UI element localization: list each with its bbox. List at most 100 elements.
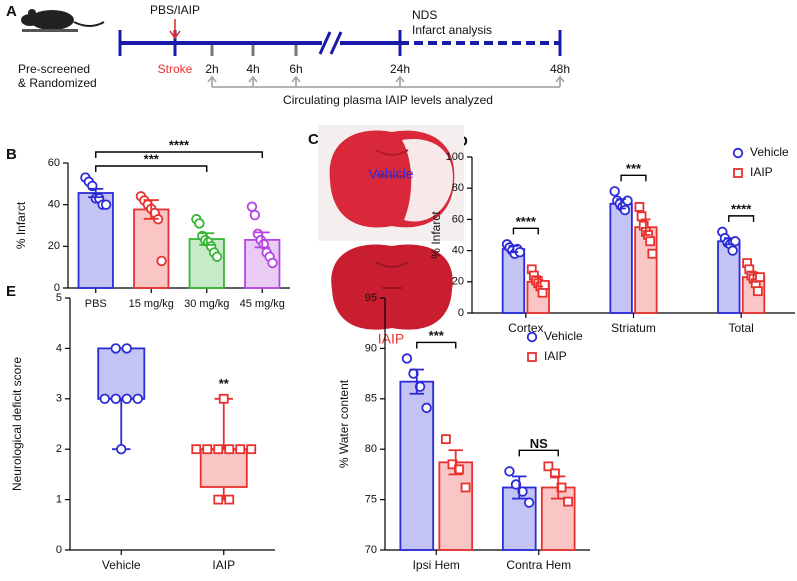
- bar: [609, 202, 633, 314]
- plasma-arrows: [207, 75, 565, 87]
- data-point: [213, 494, 224, 505]
- significance-bracket: [518, 449, 559, 457]
- data-point: [202, 444, 213, 455]
- y-tick-label: 85: [365, 393, 377, 405]
- x-tick-label: 15 mg/kg: [129, 298, 174, 310]
- data-point: [645, 236, 656, 247]
- data-point: [414, 381, 426, 392]
- y-tick-label: 90: [365, 342, 377, 354]
- data-point: [727, 245, 738, 256]
- significance-bracket: [620, 174, 647, 182]
- x-tick-label: Contra Hem: [506, 558, 571, 572]
- time-label: 24h: [390, 62, 410, 76]
- y-tick-label: 1: [56, 494, 62, 506]
- x-tick-label: Cortex: [508, 321, 543, 335]
- data-point: [246, 444, 257, 455]
- significance-label: ***: [429, 328, 445, 343]
- y-tick-label: 60: [452, 213, 464, 225]
- infarct-area: [402, 139, 454, 222]
- data-point: [100, 199, 112, 210]
- data-point: [401, 353, 413, 364]
- data-point: [246, 201, 258, 212]
- event-label: Stroke: [158, 62, 193, 76]
- legend-marker: [733, 168, 743, 178]
- time-label: 6h: [289, 62, 302, 76]
- data-point: [218, 393, 229, 404]
- data-point: [539, 280, 550, 290]
- time-label: 4h: [246, 62, 259, 76]
- y-tick-label: 0: [56, 544, 62, 556]
- data-point: [110, 343, 121, 354]
- outcome-label: Infarct analysis: [412, 23, 492, 37]
- subject-label: & Randomized: [18, 76, 97, 90]
- brain-detail: [375, 261, 409, 289]
- data-point: [116, 444, 127, 455]
- data-point: [752, 286, 763, 297]
- bar: [133, 208, 170, 289]
- significance-bracket: [416, 341, 457, 349]
- data-point: [634, 202, 645, 212]
- x-tick-label: Total: [728, 321, 753, 335]
- y-tick-label: 0: [458, 307, 464, 319]
- legend-label: Vehicle: [544, 329, 583, 343]
- x-tick-label: 30 mg/kg: [184, 298, 229, 310]
- data-point: [191, 444, 202, 455]
- data-point: [224, 494, 235, 505]
- time-label: 2h: [205, 62, 218, 76]
- y-tick-label: 3: [56, 393, 62, 405]
- y-tick-label: 20: [48, 240, 60, 252]
- data-point: [517, 486, 528, 497]
- y-tick-label: 95: [365, 292, 377, 304]
- x-tick-label: Vehicle: [102, 558, 141, 572]
- panel-label: C: [308, 131, 319, 148]
- significance-label: ***: [144, 151, 160, 166]
- data-point: [755, 272, 765, 283]
- data-point: [132, 393, 143, 405]
- significance-bracket: [728, 215, 755, 222]
- data-point: [460, 482, 471, 493]
- legend-label: IAIP: [750, 165, 773, 179]
- panel-label: E: [6, 283, 16, 300]
- data-point: [224, 444, 235, 455]
- significance-label: ****: [731, 201, 752, 216]
- y-axis-label: % Infarct: [429, 211, 443, 259]
- timeline: Pre-screened & Randomized PBS/IAIP Strok…: [18, 3, 570, 107]
- y-tick-label: 75: [365, 494, 377, 506]
- time-label: 48h: [550, 62, 570, 76]
- legend-label: Vehicle: [750, 145, 789, 159]
- data-point: [543, 461, 554, 472]
- significance-label: ****: [516, 214, 537, 229]
- significance-label: ***: [626, 161, 642, 176]
- treatment-arrowhead: [169, 30, 181, 40]
- significance-bracket: [95, 151, 263, 158]
- data-point: [156, 255, 167, 267]
- y-axis-label: % Water content: [337, 379, 351, 468]
- x-tick-label: Ipsi Hem: [413, 558, 460, 572]
- y-tick-label: 5: [56, 292, 62, 304]
- y-tick-label: 70: [365, 544, 377, 556]
- y-tick-label: 20: [452, 276, 464, 288]
- subject-label: Pre-screened: [18, 62, 90, 76]
- data-point: [121, 343, 132, 354]
- y-axis-label: % Infarct: [14, 201, 28, 249]
- data-point: [510, 479, 522, 490]
- photo-caption: Vehicle: [368, 166, 413, 182]
- legend-marker: [732, 147, 744, 159]
- y-tick-label: 80: [365, 443, 377, 455]
- photo-caption: IAIP: [378, 331, 404, 347]
- data-point: [99, 393, 110, 405]
- y-tick-label: 2: [56, 443, 62, 455]
- legend-marker: [527, 352, 537, 362]
- data-point: [121, 393, 132, 405]
- panel-label: A: [6, 3, 17, 20]
- x-tick-label: PBS: [85, 298, 107, 310]
- mouse-icon: [21, 9, 105, 32]
- outcome-label: NDS: [412, 8, 437, 22]
- y-tick-label: 40: [452, 245, 464, 257]
- data-point: [622, 195, 633, 206]
- y-tick-label: 4: [56, 342, 62, 354]
- brain-detail: [375, 149, 409, 177]
- y-tick-label: 0: [54, 282, 60, 294]
- axis-break: [318, 31, 332, 55]
